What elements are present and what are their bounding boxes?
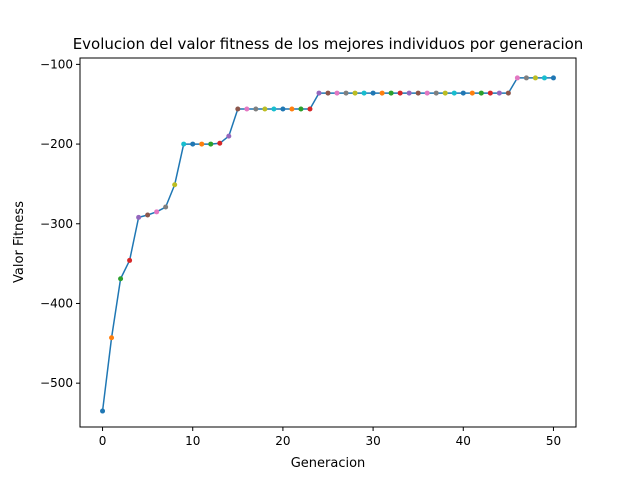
data-point — [199, 141, 205, 147]
data-point — [118, 276, 124, 282]
y-tick-label: −300 — [40, 217, 73, 231]
data-point — [280, 106, 286, 112]
data-point — [334, 90, 340, 96]
data-point — [469, 90, 475, 96]
x-tick-label: 30 — [365, 434, 380, 448]
x-tick-label: 0 — [99, 434, 107, 448]
data-point — [163, 204, 169, 210]
y-tick-label: −500 — [40, 376, 73, 390]
data-point — [361, 90, 367, 96]
data-point — [397, 90, 403, 96]
data-point — [478, 90, 484, 96]
data-point — [262, 106, 268, 112]
data-point — [352, 90, 358, 96]
data-point — [172, 182, 178, 188]
plot-area — [80, 58, 576, 427]
data-point — [415, 90, 421, 96]
data-point — [496, 90, 502, 96]
data-point — [487, 90, 493, 96]
data-point — [109, 335, 115, 341]
data-point — [514, 75, 520, 81]
data-point — [271, 106, 277, 112]
data-point — [145, 212, 151, 218]
data-point — [388, 90, 394, 96]
data-layer — [100, 75, 556, 414]
data-point — [505, 90, 511, 96]
data-point — [253, 106, 259, 112]
data-point — [451, 90, 457, 96]
data-point — [244, 106, 250, 112]
data-point — [541, 75, 547, 81]
data-point — [100, 408, 106, 414]
x-axis-label: Generacion — [291, 456, 366, 471]
data-point — [181, 141, 187, 147]
data-point — [523, 75, 529, 81]
data-point — [316, 90, 322, 96]
data-point — [325, 90, 331, 96]
data-point — [190, 141, 196, 147]
data-point — [379, 90, 385, 96]
data-point — [406, 90, 412, 96]
data-point — [433, 90, 439, 96]
y-tick-label: −100 — [40, 57, 73, 71]
data-point — [550, 75, 556, 81]
data-point — [343, 90, 349, 96]
x-tick-label: 20 — [275, 434, 290, 448]
data-point — [226, 133, 232, 139]
chart-title: Evolucion del valor fitness de los mejor… — [73, 35, 584, 53]
x-tick-label: 40 — [456, 434, 471, 448]
data-point — [307, 106, 313, 112]
data-point — [424, 90, 430, 96]
data-point — [217, 140, 223, 146]
data-point — [460, 90, 466, 96]
y-tick-label: −200 — [40, 137, 73, 151]
x-tick-label: 50 — [546, 434, 561, 448]
data-point — [208, 141, 214, 147]
data-point — [127, 257, 133, 263]
data-point — [532, 75, 538, 81]
data-point — [298, 106, 304, 112]
y-axis-ticks: −500 −400 −300 −200 −100 — [40, 57, 80, 390]
data-point — [136, 214, 142, 220]
data-point — [154, 209, 160, 215]
plot-frame — [79, 57, 577, 428]
data-point — [289, 106, 295, 112]
data-point — [370, 90, 376, 96]
x-tick-label: 10 — [185, 434, 200, 448]
y-axis-label: Valor Fitness — [12, 201, 27, 283]
x-axis-ticks: 0 10 20 30 40 50 — [99, 427, 561, 448]
data-point — [235, 106, 241, 112]
data-point — [442, 90, 448, 96]
y-tick-label: −400 — [40, 296, 73, 310]
